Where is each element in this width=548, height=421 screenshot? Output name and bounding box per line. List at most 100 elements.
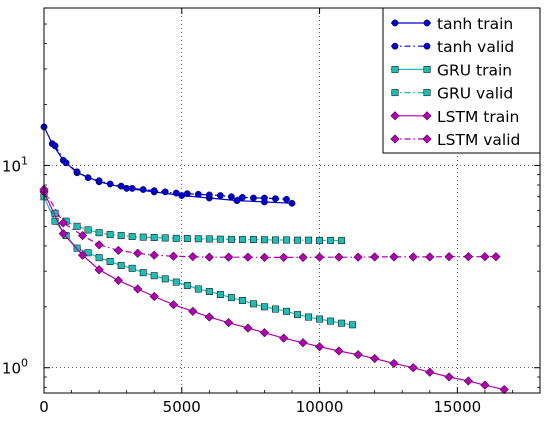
data-point <box>183 235 191 243</box>
legend-label: LSTM valid <box>437 131 520 149</box>
data-point <box>391 89 399 97</box>
legend-entry: GRU train <box>391 61 512 79</box>
data-point <box>227 235 235 243</box>
data-point <box>243 323 253 333</box>
data-point <box>338 237 346 245</box>
series-layer <box>39 123 509 395</box>
data-point <box>422 134 432 144</box>
data-point <box>408 363 418 373</box>
data-point <box>62 159 70 167</box>
data-point <box>389 358 399 369</box>
data-point <box>238 236 246 244</box>
data-point <box>249 236 257 244</box>
data-point <box>422 111 432 121</box>
data-point <box>369 353 380 364</box>
legend-label: GRU valid <box>437 85 513 103</box>
y-tick-label: 100 <box>2 357 28 378</box>
data-point <box>238 193 246 201</box>
data-point <box>243 252 253 262</box>
data-point <box>106 258 114 265</box>
data-point <box>84 226 92 234</box>
data-point <box>133 284 143 294</box>
data-point <box>444 251 454 262</box>
data-point <box>391 65 399 73</box>
data-point <box>233 197 241 205</box>
data-point <box>423 89 431 97</box>
data-point <box>260 303 268 311</box>
data-point <box>84 249 92 257</box>
data-point <box>423 42 431 50</box>
data-point <box>425 367 435 377</box>
data-point <box>133 248 143 258</box>
data-point <box>113 245 124 256</box>
data-point <box>172 278 180 286</box>
series-tanh-valid <box>51 142 290 203</box>
legend-entry: LSTM train <box>390 108 519 126</box>
data-point <box>161 275 169 283</box>
data-point <box>316 236 324 244</box>
data-point <box>283 195 290 203</box>
data-point <box>288 199 296 207</box>
data-point <box>161 188 169 196</box>
data-point <box>391 19 399 27</box>
data-point <box>305 313 312 321</box>
data-point <box>139 233 147 241</box>
data-point <box>327 317 335 325</box>
data-point <box>338 319 346 327</box>
series-GRU-train <box>40 193 357 329</box>
data-point <box>204 312 215 322</box>
data-point <box>279 252 289 263</box>
legend-entry: tanh train <box>391 15 513 33</box>
series-LSTM-train <box>39 187 509 395</box>
data-point <box>205 191 213 199</box>
data-point <box>113 275 124 286</box>
data-point <box>334 346 344 356</box>
axis-ticks: 0 5000 10000 15000 100 101 <box>2 8 540 416</box>
data-point <box>139 269 147 277</box>
data-point <box>294 236 301 244</box>
data-point <box>128 233 136 241</box>
data-point <box>327 236 335 244</box>
x-tick-label: 10000 <box>296 398 344 416</box>
data-point <box>188 251 198 262</box>
data-point <box>463 376 474 386</box>
data-point <box>216 291 224 298</box>
data-point <box>305 236 312 244</box>
data-point <box>150 234 158 242</box>
data-point <box>183 190 191 198</box>
data-point <box>334 252 344 262</box>
data-point <box>283 307 290 315</box>
data-point <box>463 251 474 262</box>
legend-label: tanh train <box>437 15 513 33</box>
data-point <box>168 251 179 261</box>
data-point <box>168 299 179 310</box>
series-line <box>54 145 287 200</box>
data-point <box>260 236 268 244</box>
x-tick-label: 5000 <box>163 398 201 416</box>
data-point <box>150 187 158 195</box>
data-point <box>369 252 380 262</box>
legend-box <box>382 7 541 154</box>
data-point <box>249 300 257 308</box>
data-point <box>77 230 88 241</box>
data-point <box>106 180 114 188</box>
data-point <box>161 234 169 242</box>
data-point <box>216 235 224 243</box>
data-point <box>423 65 431 73</box>
data-point <box>73 168 81 176</box>
legend-label: LSTM train <box>437 108 519 126</box>
data-point <box>149 250 159 260</box>
data-point <box>128 264 136 272</box>
data-point <box>391 42 399 50</box>
data-point <box>298 337 308 348</box>
data-point <box>272 305 279 313</box>
data-point <box>298 252 308 263</box>
data-point <box>272 236 279 244</box>
data-point <box>94 265 104 275</box>
data-point <box>95 254 103 262</box>
data-point <box>238 297 246 304</box>
data-point <box>259 252 270 263</box>
data-point <box>425 252 435 262</box>
legend-label: tanh valid <box>437 38 514 56</box>
data-point <box>227 193 235 201</box>
